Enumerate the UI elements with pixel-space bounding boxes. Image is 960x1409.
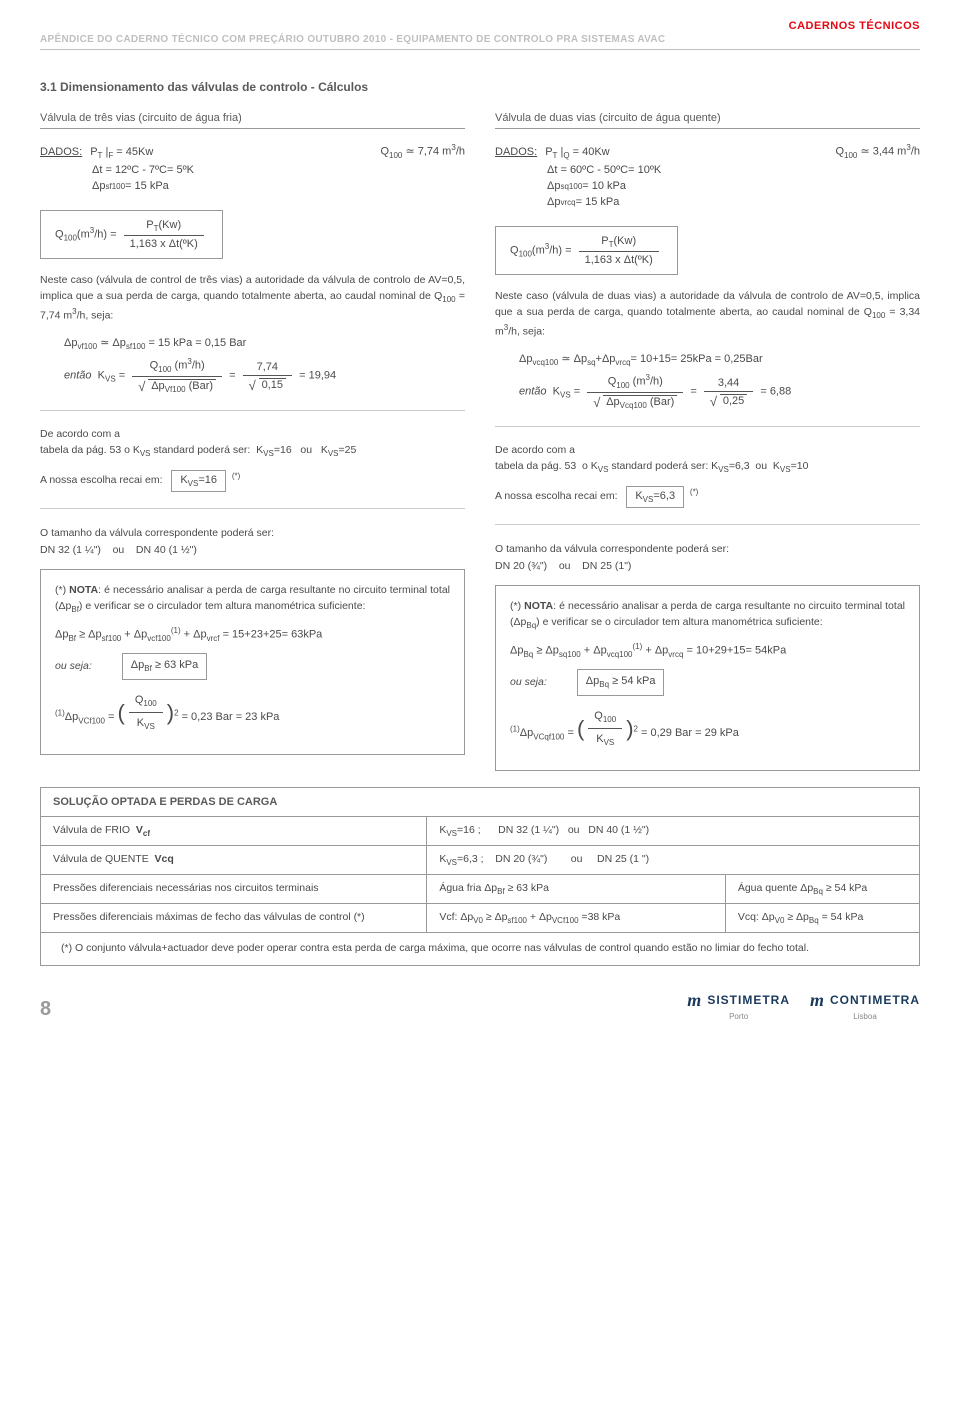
right-choice-box: KVS=6,3	[626, 486, 684, 508]
left-eq2: então KVS = Q100 (m3/h) ΔpVf100 (Bar) = …	[40, 357, 465, 394]
right-dados-label: DADOS:	[495, 146, 537, 158]
section-title: 3.1 Dimensionamento das válvulas de cont…	[40, 80, 920, 94]
main-columns: Válvula de três vias (circuito de água f…	[40, 112, 920, 771]
solution-note: (*) O conjunto válvula+actuador deve pod…	[41, 933, 919, 965]
right-dados-1: DADOS: PT |Q = 40Kw Q100 ≃ 3,44 m3/h	[495, 143, 920, 160]
sol-r2c2: KVS=6,3 ; DN 20 (¾") ou DN 25 (1 ")	[427, 846, 919, 874]
logo1-city: Porto	[729, 1012, 748, 1021]
column-right: Válvula de duas vias (circuito de água q…	[495, 112, 920, 771]
right-size: O tamanho da válvula correspondente pode…	[495, 541, 920, 575]
sol-r2c1: Válvula de QUENTE Vcq	[41, 846, 427, 874]
left-size: O tamanho da válvula correspondente pode…	[40, 525, 465, 559]
right-eq2: então KVS = Q100 (m3/h) ΔpVcq100 (Bar) =…	[495, 373, 920, 410]
left-line1-left: PT |F = 45Kw	[90, 146, 380, 160]
sol-r4c3: Vcq: ΔpV0 ≥ ΔpBq = 54 kPa	[726, 904, 919, 932]
right-paragraph: Neste caso (válvula de duas vias) a auto…	[495, 289, 920, 340]
sol-r3c3: Água quente ΔpBq ≥ 54 kPa	[726, 875, 919, 903]
logo-contimetra: m CONTIMETRA Lisboa	[810, 990, 920, 1021]
column-left: Válvula de três vias (circuito de água f…	[40, 112, 465, 771]
header-category: CADERNOS TÉCNICOS	[40, 20, 920, 32]
left-note-box: (*) NOTA: é necessário analisar a perda …	[40, 569, 465, 755]
sol-r3c2: Água fria ΔpBf ≥ 63 kPa	[427, 875, 726, 903]
logo-m-icon: m	[687, 990, 701, 1011]
solution-table: SOLUÇÃO OPTADA E PERDAS DE CARGA Válvula…	[40, 787, 920, 966]
sol-r1c2: KVS=16 ; DN 32 (1 ¼") ou DN 40 (1 ½")	[427, 817, 919, 845]
sol-row-2: Válvula de QUENTE Vcq KVS=6,3 ; DN 20 (¾…	[41, 846, 919, 875]
left-line1-right: Q100 ≃ 7,74 m3/h	[380, 143, 465, 160]
right-table-ref: De acordo com a tabela da pág. 53 o KVS …	[495, 443, 920, 476]
logo1-name: SISTIMETRA	[707, 993, 790, 1007]
right-line1-right: Q100 ≃ 3,44 m3/h	[835, 143, 920, 160]
left-dados-label: DADOS:	[40, 146, 82, 158]
sol-row-4: Pressões diferenciais máximas de fecho d…	[41, 904, 919, 933]
sol-r4c2: Vcf: ΔpV0 ≥ Δpsf100 + ΔpVCf100 =38 kPa	[427, 904, 726, 932]
sol-r3c1: Pressões diferenciais necessárias nos ci…	[41, 875, 427, 903]
page-header: CADERNOS TÉCNICOS APÊNDICE DO CADERNO TÉ…	[40, 20, 920, 50]
sol-row-1: Válvula de FRIO Vcf KVS=16 ; DN 32 (1 ¼"…	[41, 817, 919, 846]
right-formula-box: Q100(m3/h) = PT(Kw) 1,163 x Δt(ºK)	[495, 226, 678, 275]
left-paragraph: Neste caso (válvula de control de três v…	[40, 273, 465, 324]
sol-r1c1: Válvula de FRIO Vcf	[41, 817, 427, 845]
left-choice: A nossa escolha recai em: KVS=16 (*)	[40, 470, 465, 492]
header-subtitle: APÊNDICE DO CADERNO TÉCNICO COM PREÇÁRIO…	[40, 34, 920, 50]
solution-header: SOLUÇÃO OPTADA E PERDAS DE CARGA	[41, 788, 919, 817]
left-line3: Δpsf100 = 15 kPa	[40, 180, 465, 192]
left-formula-box: Q100(m3/h) = PT(Kw) 1,163 x Δt(ºK)	[40, 210, 223, 259]
footer-logos: m SISTIMETRA Porto m CONTIMETRA Lisboa	[687, 990, 920, 1021]
left-choice-box: KVS=16	[171, 470, 226, 492]
right-note-box: (*) NOTA: é necessário analisar a perda …	[495, 585, 920, 771]
right-line2: Δt = 60ºC - 50ºC= 10ºK	[495, 164, 920, 176]
right-eq1: Δpvcq100 ≃ Δpsq+Δpvrcq= 10+15= 25kPa = 0…	[495, 352, 920, 367]
right-choice: A nossa escolha recai em: KVS=6,3 (*)	[495, 486, 920, 508]
left-table-ref: De acordo com a tabela da pág. 53 o KVS …	[40, 427, 465, 460]
right-line4: Δpvrcq = 15 kPa	[495, 196, 920, 208]
logo2-name: CONTIMETRA	[830, 993, 920, 1007]
left-subtitle: Válvula de três vias (circuito de água f…	[40, 112, 465, 129]
page-number: 8	[40, 998, 51, 1021]
logo2-city: Lisboa	[853, 1012, 877, 1021]
sol-row-3: Pressões diferenciais necessárias nos ci…	[41, 875, 919, 904]
logo-sistimetra: m SISTIMETRA Porto	[687, 990, 790, 1021]
logo-m-icon-2: m	[810, 990, 824, 1011]
left-dados-1: DADOS: PT |F = 45Kw Q100 ≃ 7,74 m3/h	[40, 143, 465, 160]
left-eq1: Δpvf100 ≃ Δpsf100 = 15 kPa = 0,15 Bar	[40, 336, 465, 351]
right-subtitle: Válvula de duas vias (circuito de água q…	[495, 112, 920, 129]
page-footer: 8 m SISTIMETRA Porto m CONTIMETRA Lisboa	[40, 990, 920, 1021]
right-line1-left: PT |Q = 40Kw	[545, 146, 835, 160]
sol-r4c1: Pressões diferenciais máximas de fecho d…	[41, 904, 427, 932]
right-line3: Δpsq100 = 10 kPa	[495, 180, 920, 192]
left-line2: Δt = 12ºC - 7ºC= 5ºK	[40, 164, 465, 176]
